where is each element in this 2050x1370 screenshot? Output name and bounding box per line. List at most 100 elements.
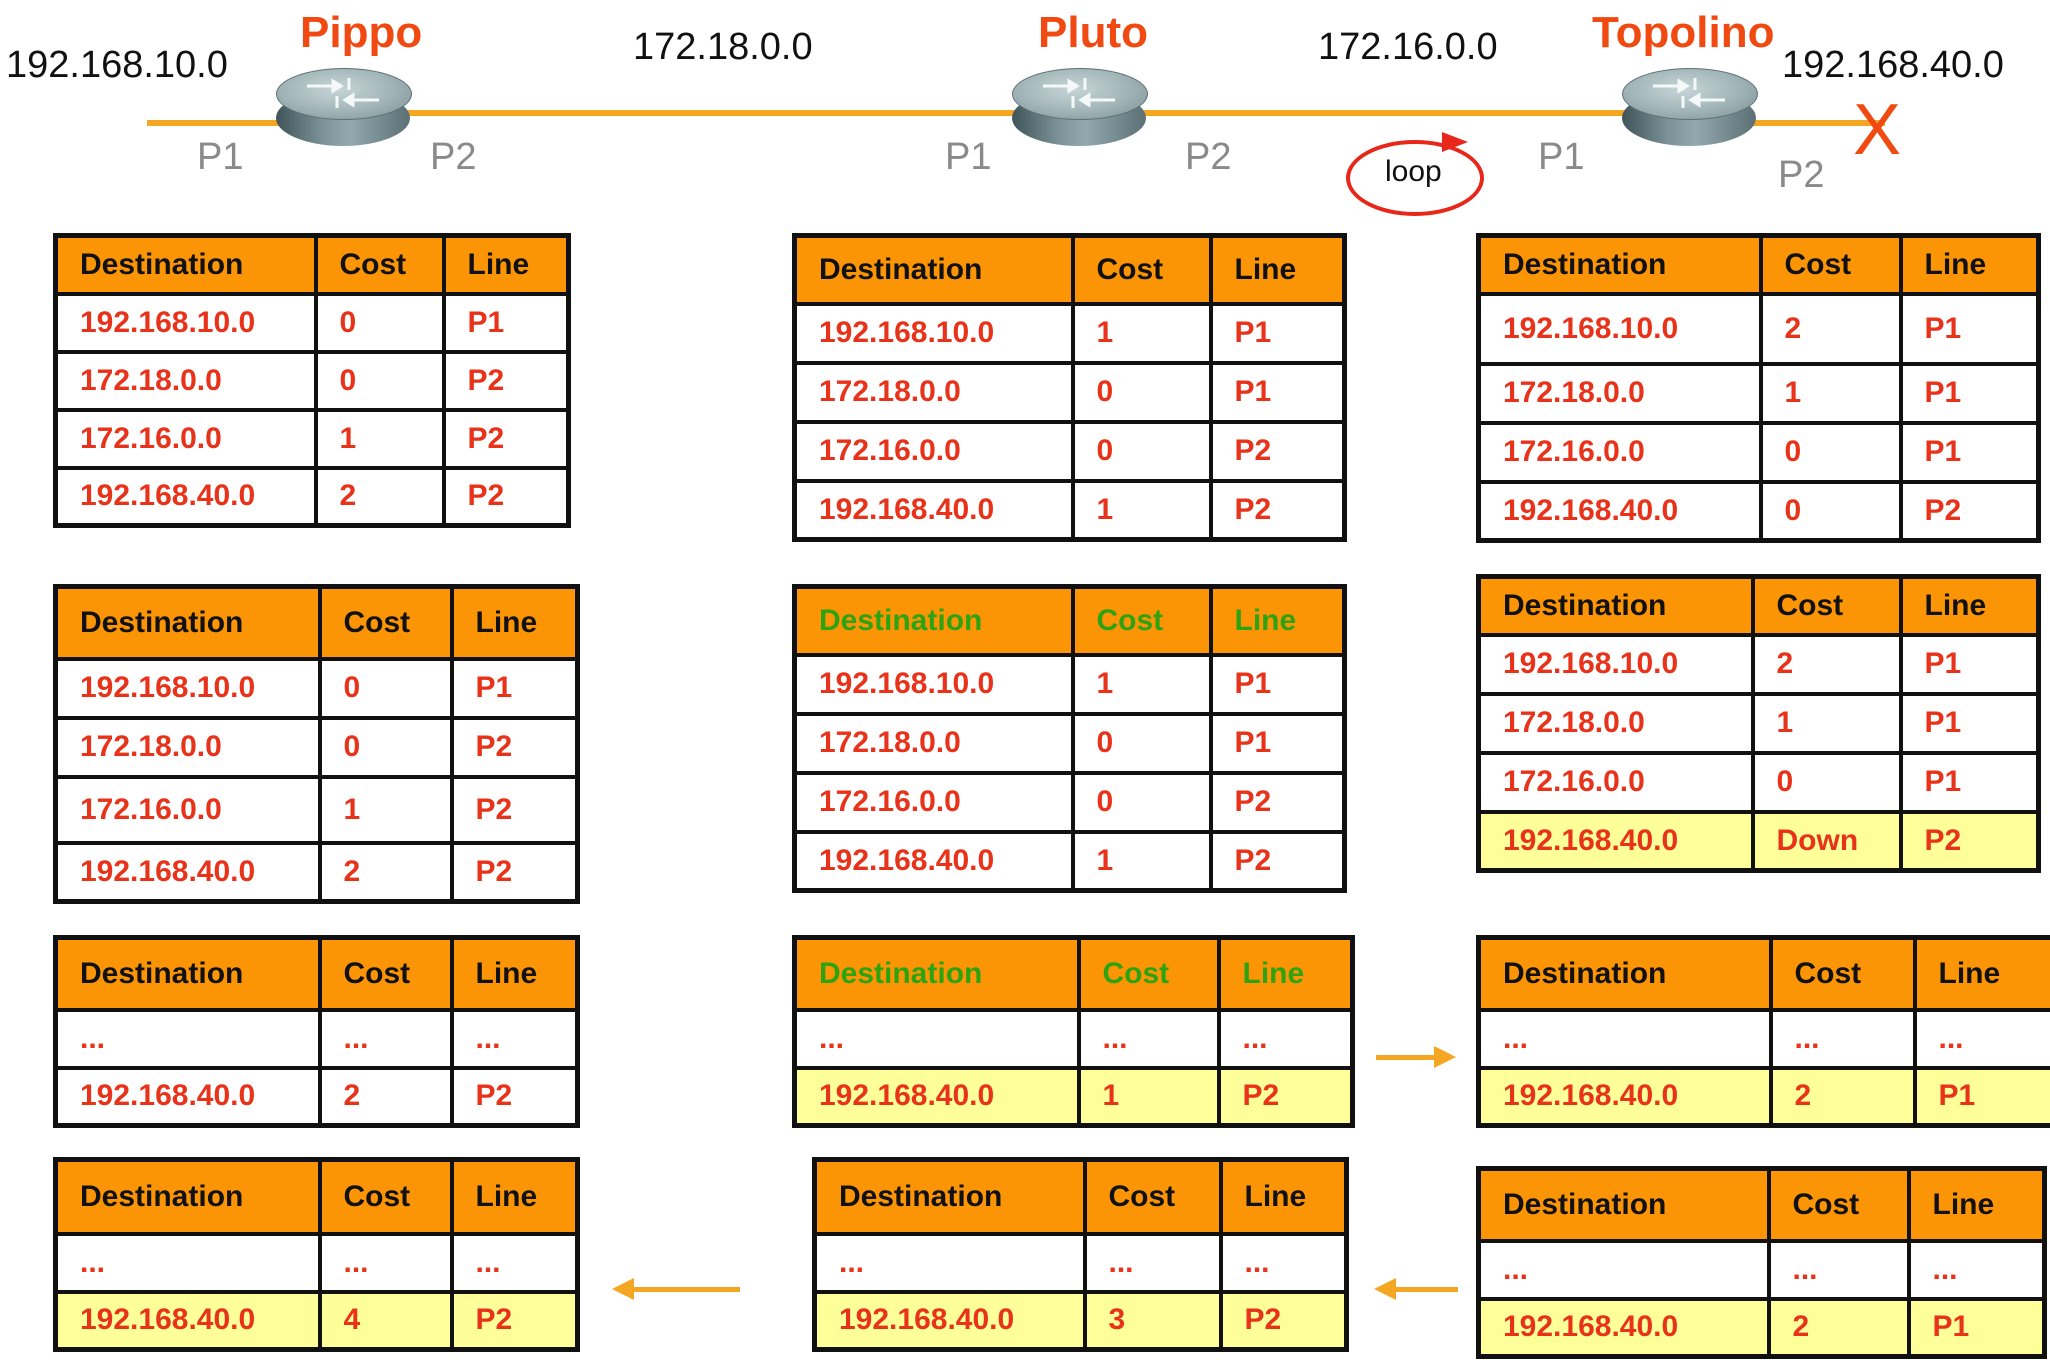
cell-destination: 172.16.0.0 <box>792 770 1075 834</box>
cell-destination: 192.168.40.0 <box>1476 1296 1771 1359</box>
header-line: Line <box>1898 574 2041 637</box>
routing-table-pippo-4: Destination Cost Line ......... 192.168.40… <box>53 1157 580 1352</box>
cell-line: ... <box>1218 1231 1349 1294</box>
cell-cost: 0 <box>313 349 446 412</box>
cell-destination: 172.16.0.0 <box>53 774 322 845</box>
update-arrow-right-icon <box>1376 1046 1456 1068</box>
cell-cost: ... <box>1076 1007 1221 1070</box>
cell-cost: 0 <box>1070 419 1213 483</box>
cell-line: P1 <box>1208 301 1347 365</box>
router-icon[interactable] <box>1012 68 1148 154</box>
network-label-pippo-pluto: 172.18.0.0 <box>633 26 813 68</box>
cell-line: P1 <box>1898 750 2041 814</box>
cell-line: P2 <box>449 715 580 779</box>
cell-line: ... <box>1906 1238 2047 1301</box>
cell-line: P2 <box>449 1065 580 1128</box>
cell-cost: 2 <box>313 465 446 528</box>
cell-cost: 1 <box>317 774 454 845</box>
cell-destination: 172.18.0.0 <box>1476 361 1763 425</box>
cell-cost: 1 <box>313 407 446 470</box>
cell-line: P2 <box>1898 479 2041 543</box>
network-label-right: 192.168.40.0 <box>1782 44 2004 86</box>
routing-table-pippo-3: Destination Cost Line ......... 192.168.40… <box>53 935 580 1128</box>
cell-destination: 192.168.40.0 <box>792 1065 1081 1128</box>
cell-cost: 3 <box>1082 1289 1223 1352</box>
routing-table-pluto-4: Destination Cost Line ......... 192.168.40… <box>812 1157 1349 1352</box>
header-cost: Cost <box>317 1157 454 1236</box>
routing-table-topolino-3: Destination Cost Line ......... 192.168.40… <box>1476 935 2050 1128</box>
cell-line: P2 <box>449 1289 580 1352</box>
cell-destination: 172.18.0.0 <box>53 349 318 412</box>
header-line: Line <box>1912 935 2050 1012</box>
port-label: P2 <box>1185 136 1232 178</box>
cell-destination: 192.168.10.0 <box>792 652 1075 716</box>
header-destination: Destination <box>1476 233 1763 296</box>
cell-line: P2 <box>1208 829 1347 893</box>
cell-cost: ... <box>1766 1238 1911 1301</box>
header-cost: Cost <box>1750 574 1903 637</box>
changed-route-row: 192.168.40.0 2 P1 <box>1476 1296 2047 1359</box>
cell-line: P2 <box>1898 809 2041 873</box>
cell-line: P2 <box>441 407 571 470</box>
router-icon[interactable] <box>276 68 412 154</box>
routing-table-pluto-2: Destination Cost Line 192.168.10.0 1 P1 172.… <box>792 584 1347 893</box>
loop-arrow-icon <box>1442 132 1468 152</box>
header-line: Line <box>449 584 580 661</box>
port-label: P1 <box>945 136 992 178</box>
cell-line: P1 <box>441 291 571 354</box>
cell-cost: 0 <box>1070 711 1213 775</box>
cell-destination: 192.168.10.0 <box>1476 291 1763 366</box>
header-line: Line <box>441 233 571 296</box>
cell-line: P2 <box>1216 1065 1355 1128</box>
cell-cost: 0 <box>1070 360 1213 424</box>
cell-cost: 1 <box>1070 652 1213 716</box>
cell-line: P1 <box>1898 691 2041 755</box>
cell-line: ... <box>449 1231 580 1294</box>
cell-cost: 0 <box>1750 750 1903 814</box>
router-icon[interactable] <box>1622 68 1758 154</box>
cell-cost: 2 <box>1768 1065 1917 1128</box>
cell-destination: 192.168.40.0 <box>53 840 322 904</box>
link-pluto-topolino <box>1130 110 1630 116</box>
cell-destination: 172.18.0.0 <box>1476 691 1755 755</box>
header-cost: Cost <box>1766 1166 1911 1243</box>
cell-cost: 4 <box>317 1289 454 1352</box>
cell-destination: 192.168.40.0 <box>1476 809 1755 873</box>
cell-cost: ... <box>1768 1007 1917 1070</box>
header-cost: Cost <box>1070 584 1213 657</box>
cell-destination: 192.168.40.0 <box>53 1289 322 1352</box>
cell-line: P1 <box>1208 652 1347 716</box>
routing-table-topolino-2: Destination Cost Line 192.168.10.0 2 P1 172.… <box>1476 574 2041 873</box>
port-label: P2 <box>430 136 477 178</box>
cell-line: P1 <box>1906 1296 2047 1359</box>
header-line: Line <box>1906 1166 2047 1243</box>
cell-line: P1 <box>1912 1065 2050 1128</box>
header-destination: Destination <box>53 233 318 296</box>
header-destination: Destination <box>792 584 1075 657</box>
cell-line: ... <box>449 1007 580 1070</box>
loop-ellipse <box>1346 140 1484 216</box>
header-destination: Destination <box>53 584 322 661</box>
port-label: P1 <box>197 136 244 178</box>
header-line: Line <box>1898 233 2041 296</box>
header-destination: Destination <box>1476 574 1755 637</box>
cell-cost: ... <box>1082 1231 1223 1294</box>
cell-line: ... <box>1912 1007 2050 1070</box>
changed-route-row: 192.168.40.0 3 P2 <box>812 1289 1349 1352</box>
cell-cost: Down <box>1750 809 1903 873</box>
cell-cost: 0 <box>313 291 446 354</box>
cell-destination: 192.168.10.0 <box>53 656 322 720</box>
routing-table-pippo-1: Destination Cost Line 192.168.10.0 0 P1 172.… <box>53 233 571 528</box>
cell-line: P2 <box>1208 419 1347 483</box>
cell-line: P1 <box>1208 711 1347 775</box>
cell-cost: 2 <box>317 1065 454 1128</box>
routing-table-pippo-2: Destination Cost Line 192.168.10.0 0 P1 172.… <box>53 584 580 904</box>
cell-destination: 192.168.40.0 <box>1476 479 1763 543</box>
cell-cost: 0 <box>1070 770 1213 834</box>
header-destination: Destination <box>53 935 322 1012</box>
cell-cost: 2 <box>1766 1296 1911 1359</box>
header-destination: Destination <box>792 935 1081 1012</box>
cell-destination: 192.168.40.0 <box>792 829 1075 893</box>
cell-cost: 0 <box>1758 479 1903 543</box>
header-destination: Destination <box>1476 935 1773 1012</box>
